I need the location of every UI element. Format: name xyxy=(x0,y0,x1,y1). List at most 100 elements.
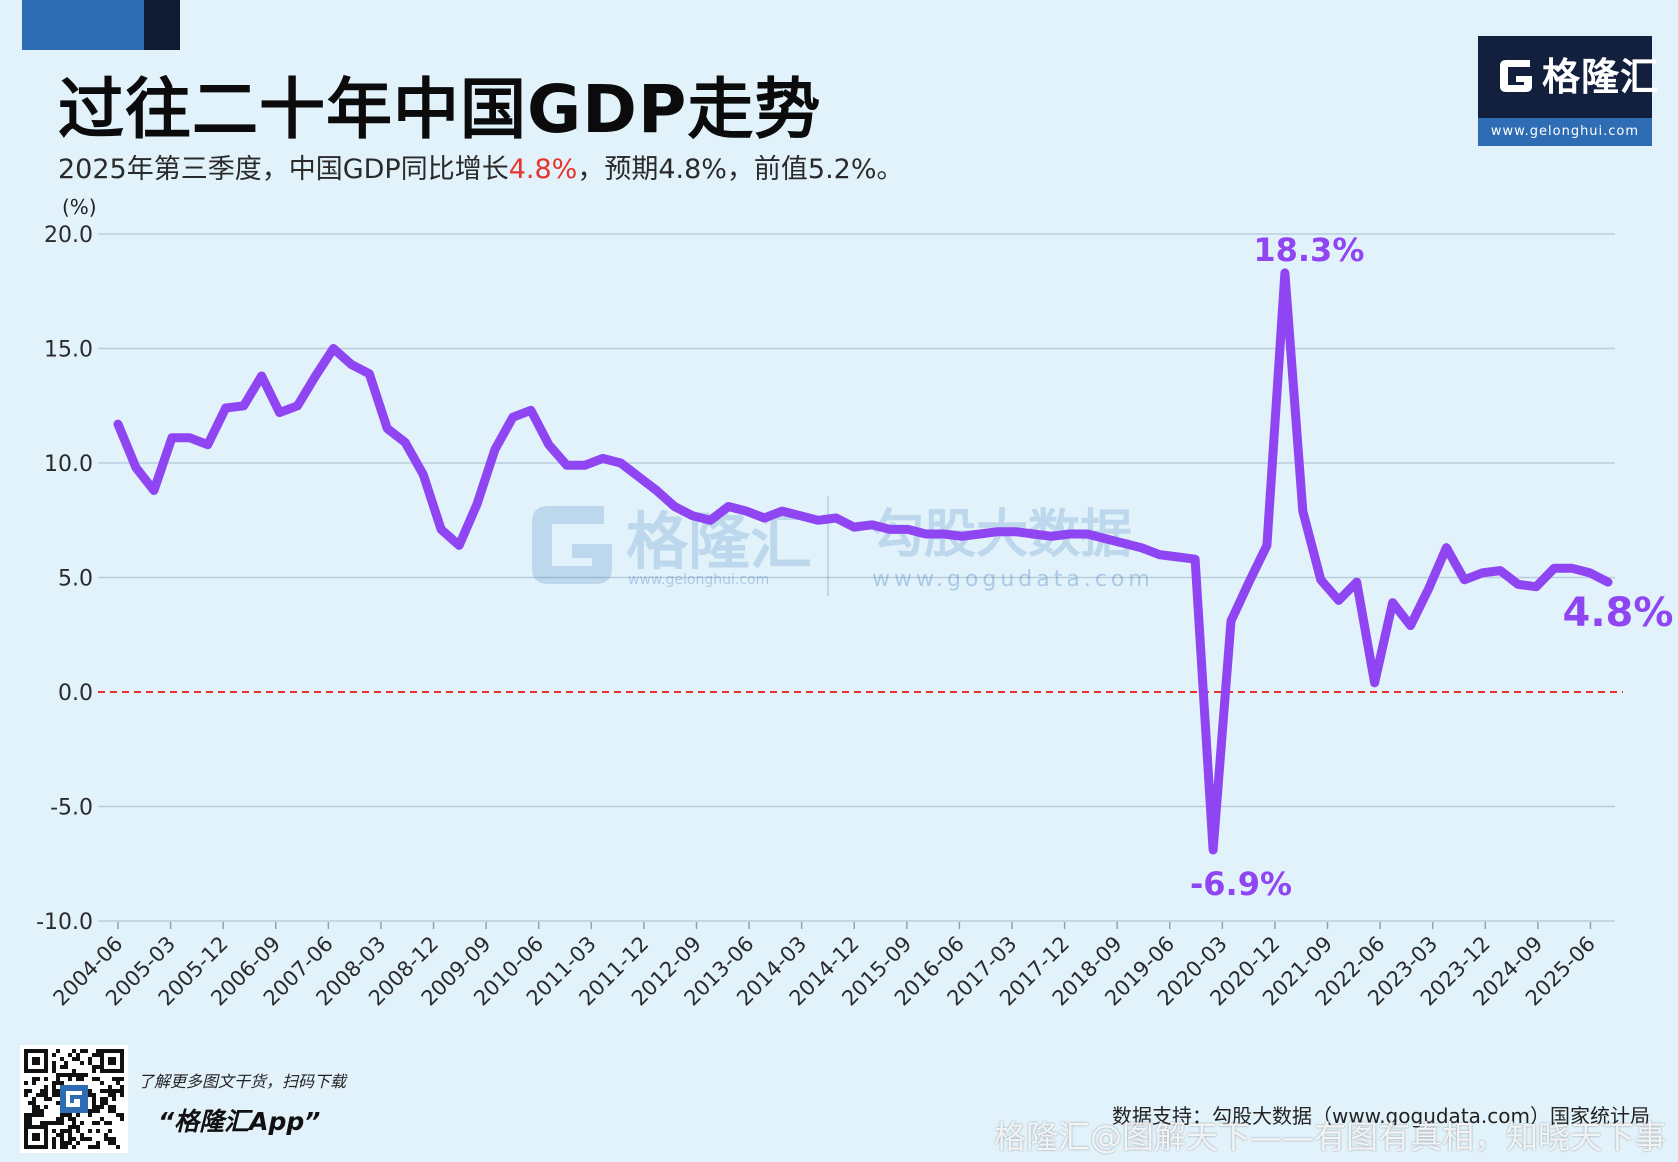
qr-module xyxy=(96,1105,100,1109)
data-point xyxy=(456,542,463,549)
qr-code[interactable] xyxy=(20,1045,128,1153)
qr-module xyxy=(88,1057,92,1061)
qr-module xyxy=(108,1121,112,1125)
qr-module xyxy=(44,1085,48,1089)
y-tick-label: 0.0 xyxy=(58,681,93,706)
data-point xyxy=(653,487,660,494)
qr-module xyxy=(96,1065,100,1069)
qr-module xyxy=(104,1097,108,1101)
data-point xyxy=(886,526,893,533)
data-point xyxy=(1317,576,1324,583)
qr-module xyxy=(28,1117,32,1121)
qr-module xyxy=(112,1109,116,1113)
qr-module xyxy=(120,1085,124,1089)
data-point xyxy=(115,421,121,428)
qr-module xyxy=(112,1077,116,1081)
qr-module xyxy=(100,1089,104,1093)
qr-module xyxy=(120,1093,124,1097)
data-point xyxy=(1048,533,1055,540)
qr-module xyxy=(44,1089,48,1093)
qr-module xyxy=(72,1145,76,1149)
data-point xyxy=(1515,581,1522,588)
qr-module xyxy=(96,1077,100,1081)
qr-module xyxy=(104,1089,108,1093)
qr-module xyxy=(56,1121,60,1125)
qr-module xyxy=(32,1105,36,1109)
qr-module xyxy=(84,1049,88,1053)
qr-module xyxy=(72,1073,76,1077)
qr-module xyxy=(72,1069,76,1073)
data-point xyxy=(1461,576,1468,583)
subtitle-suffix: ，预期4.8%，前值5.2%。 xyxy=(577,154,904,185)
qr-module xyxy=(72,1121,76,1125)
qr-module xyxy=(44,1105,48,1109)
qr-module xyxy=(96,1109,100,1113)
qr-module xyxy=(28,1089,32,1093)
qr-module xyxy=(56,1049,60,1053)
qr-module xyxy=(92,1101,96,1105)
qr-module xyxy=(24,1089,28,1093)
data-point xyxy=(1605,579,1611,586)
qr-module xyxy=(100,1097,104,1101)
data-point xyxy=(1138,544,1145,551)
data-point xyxy=(312,372,319,379)
qr-module xyxy=(44,1077,48,1081)
qr-module xyxy=(52,1137,56,1141)
qr-module xyxy=(28,1113,32,1117)
data-point xyxy=(545,441,552,448)
qr-module xyxy=(52,1069,56,1073)
qr-module xyxy=(24,1081,28,1085)
data-point xyxy=(1281,269,1288,276)
qr-module xyxy=(68,1077,72,1081)
qr-module xyxy=(88,1137,92,1141)
qr-module xyxy=(108,1105,112,1109)
y-axis: 20.0 15.0 10.0 5.0 0.0 -5.0 -10.0 xyxy=(36,223,93,935)
qr-module xyxy=(56,1093,60,1097)
data-point xyxy=(599,455,606,462)
qr-module xyxy=(36,1093,40,1097)
qr-module xyxy=(80,1137,84,1141)
qr-module xyxy=(60,1073,64,1077)
data-point xyxy=(1533,583,1540,590)
qr-logo-g-icon xyxy=(66,1091,82,1107)
qr-module xyxy=(92,1145,96,1149)
qr-module xyxy=(36,1077,40,1081)
qr-module xyxy=(40,1093,44,1097)
qr-module xyxy=(68,1141,72,1145)
qr-module xyxy=(64,1073,68,1077)
qr-module xyxy=(64,1145,68,1149)
data-point xyxy=(222,405,229,412)
qr-module xyxy=(96,1121,100,1125)
data-point xyxy=(402,439,409,446)
qr-module xyxy=(64,1065,68,1069)
qr-module xyxy=(100,1101,104,1105)
qr-module xyxy=(96,1053,100,1057)
qr-module xyxy=(104,1137,108,1141)
qr-module xyxy=(108,1137,112,1141)
x-axis: 2004-062005-032005-122006-092007-062008-… xyxy=(49,932,1600,1011)
subtitle-prefix: 2025年第三季度，中国GDP同比增长 xyxy=(58,154,509,185)
data-point xyxy=(1066,530,1073,537)
qr-module xyxy=(112,1141,116,1145)
data-point xyxy=(330,345,337,352)
qr-module xyxy=(60,1065,64,1069)
qr-module xyxy=(40,1109,44,1113)
data-point xyxy=(420,471,427,478)
data-point xyxy=(276,409,283,416)
logo-url: www.gelonghui.com xyxy=(1478,118,1652,146)
qr-module xyxy=(96,1141,100,1145)
qr-module xyxy=(52,1093,56,1097)
grid-lines xyxy=(98,233,1615,922)
qr-module xyxy=(116,1081,120,1085)
data-point xyxy=(384,425,391,432)
qr-module xyxy=(120,1089,124,1093)
qr-module xyxy=(56,1117,60,1121)
data-point xyxy=(1192,556,1199,563)
qr-module xyxy=(72,1125,76,1129)
qr-module xyxy=(72,1057,76,1061)
qr-module xyxy=(56,1081,60,1085)
data-point xyxy=(725,503,732,510)
qr-module xyxy=(88,1093,92,1097)
qr-module xyxy=(60,1133,64,1137)
gelonghui-logo[interactable]: 格隆汇 www.gelonghui.com xyxy=(1478,36,1658,146)
